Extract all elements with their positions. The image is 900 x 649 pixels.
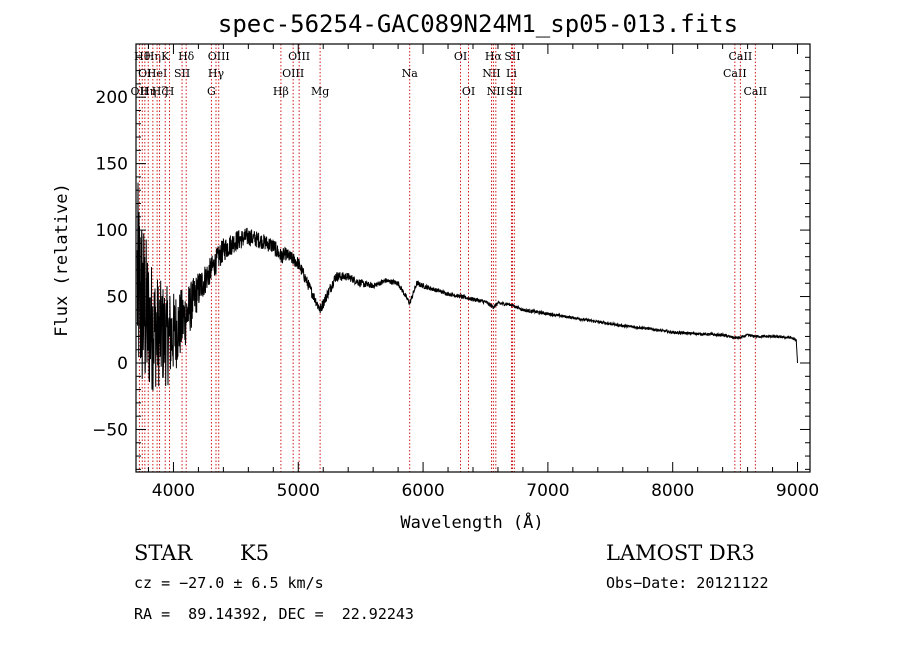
line-markers: OII Hθ OI Hη Hη HeI Hζ K H SII Hδ G Hγ OIII Hβ OIII OIII… — [131, 44, 767, 472]
line-marker-label: Hθ — [134, 50, 151, 63]
line-marker-label: SII — [504, 50, 520, 63]
line-marker-label: NII — [487, 85, 505, 98]
coordinates: RA = 89.14392, DEC = 22.92243 — [134, 605, 414, 623]
line-marker-label: OII — [131, 85, 149, 98]
y-tick-label: 100 — [96, 221, 128, 241]
line-marker-label: OI — [462, 85, 475, 98]
line-marker-label: HeI — [147, 67, 167, 80]
y-tick-label: 0 — [117, 354, 128, 374]
line-marker-label: Hγ — [208, 67, 225, 80]
y-tick-label: −50 — [92, 420, 128, 440]
line-marker-label: CaII — [723, 67, 747, 80]
line-marker-label: SII — [506, 85, 522, 98]
x-tick-label: 5000 — [277, 481, 320, 501]
line-marker-label: Na — [402, 67, 419, 80]
spectrum-line — [136, 182, 798, 391]
x-tick-label: 4000 — [152, 481, 195, 501]
line-marker-label: OI — [454, 50, 467, 63]
line-marker-label: Hβ — [273, 85, 289, 98]
line-marker-label: Li — [506, 67, 517, 80]
axis-ticks: 4000 5000 6000 7000 8000 9000 −50 0 50 100 150 200 — [92, 43, 819, 501]
x-tick-label: 9000 — [776, 481, 819, 501]
observation-date: Obs−Date: 20121122 — [606, 574, 769, 592]
line-marker-label: Mg — [311, 85, 329, 98]
x-tick-label: 8000 — [651, 481, 694, 501]
line-marker-label: OIII — [282, 67, 304, 80]
object-subclass: K5 — [240, 541, 269, 565]
line-marker-label: K — [161, 50, 170, 63]
y-tick-label: 50 — [106, 288, 128, 308]
line-marker-label: NII — [482, 67, 500, 80]
line-marker-label: CaII — [743, 85, 767, 98]
y-axis-label: Flux (relative) — [52, 183, 72, 337]
line-marker-label: Hα — [485, 50, 503, 63]
line-marker-label: Hζ — [152, 85, 168, 98]
line-marker-label: Hδ — [178, 50, 195, 63]
survey-name: LAMOST DR3 — [606, 541, 755, 565]
object-class: STAR — [134, 541, 193, 565]
line-marker-label: Hη — [140, 85, 156, 98]
x-tick-label: 7000 — [526, 481, 569, 501]
spectrum — [136, 182, 798, 391]
line-marker-label: OIII — [288, 50, 310, 63]
line-marker-label: Hη — [145, 50, 161, 63]
plot-frame — [135, 43, 811, 473]
line-marker-label: G — [207, 85, 216, 98]
line-marker-label: OIII — [208, 50, 230, 63]
line-marker-label: CaII — [729, 50, 753, 63]
y-tick-label: 150 — [96, 155, 128, 175]
y-tick-label: 200 — [96, 88, 128, 108]
line-marker-label: H — [165, 85, 175, 98]
redshift-velocity: cz = −27.0 ± 6.5 km/s — [134, 574, 324, 592]
x-tick-label: 6000 — [401, 481, 444, 501]
chart-title: spec-56254-GAC089N24M1_sp05-013.fits — [218, 10, 738, 38]
x-axis-label: Wavelength (Å) — [400, 511, 543, 533]
line-marker-label: SII — [174, 67, 190, 80]
